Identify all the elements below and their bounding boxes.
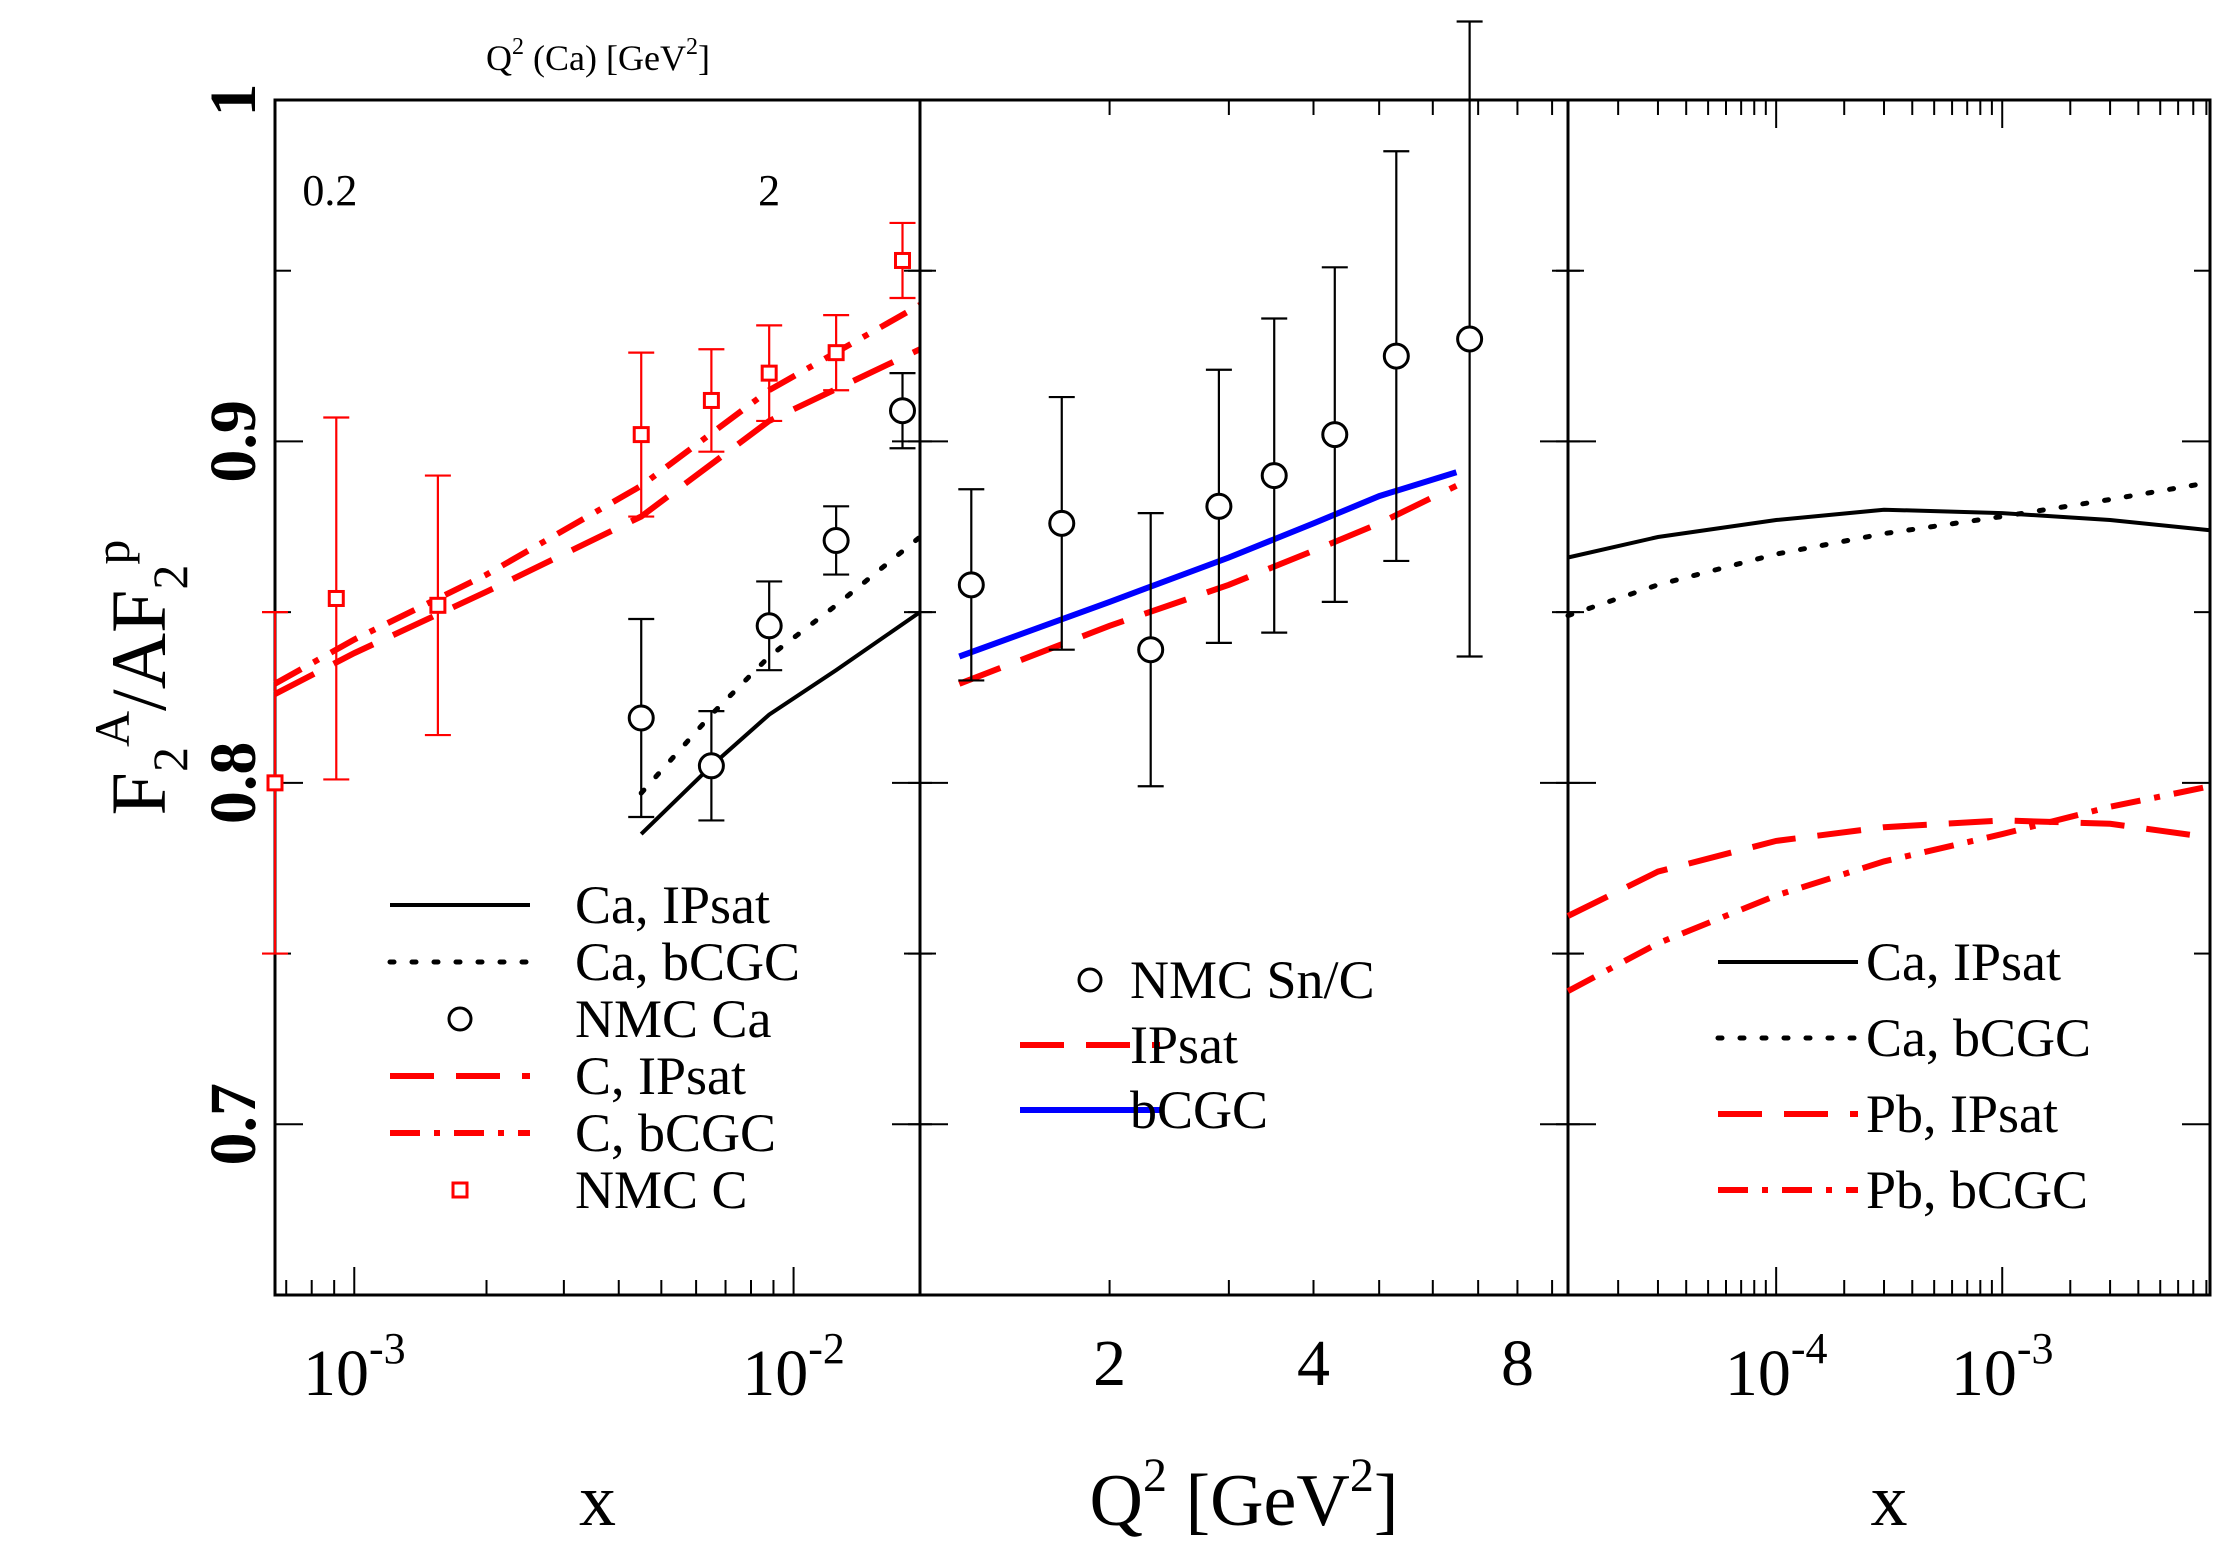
right-series-ca-bcgc	[1565, 479, 2213, 619]
left-y-tick-label: 0.9	[197, 400, 270, 483]
middle-legend-label: bCGC	[1130, 1080, 1268, 1140]
left-nmc-c-point	[429, 596, 447, 614]
middle-x-tick-label: 8	[1501, 1327, 1534, 1400]
middle-nmc-sn-c-point	[1382, 342, 1410, 370]
middle-series-ipsat	[958, 483, 1458, 687]
left-nmc-ca-point	[822, 526, 850, 554]
left-legend-sample	[451, 1181, 469, 1199]
left-nmc-c-point	[760, 364, 778, 382]
top-axis-tick-label: 0.2	[302, 166, 357, 215]
left-legend-label: Ca, IPsat	[575, 875, 770, 935]
left-series-ca-ipsat	[639, 610, 922, 836]
left-nmc-ca-point	[889, 397, 917, 425]
left-y-axis-label: F2A/AF2p	[84, 540, 198, 816]
left-legend-sample	[447, 1006, 473, 1032]
left-nmc-c-point	[827, 344, 845, 362]
middle-nmc-sn-c-point	[957, 571, 985, 599]
right-series-pb-bcgc	[1566, 783, 2211, 994]
left-nmc-c-point	[632, 426, 650, 444]
left-legend-label: C, bCGC	[575, 1103, 776, 1163]
middle-x-axis-label: Q2 [GeV2]	[1090, 1449, 1399, 1542]
left-series-ca-bcgc	[638, 534, 923, 796]
left-nmc-ca-point	[697, 752, 725, 780]
middle-nmc-sn-c-point	[1048, 509, 1076, 537]
middle-legend-sample	[1077, 967, 1103, 993]
left-legend-label: NMC C	[575, 1160, 748, 1220]
left-y-tick-label: 1	[197, 84, 270, 117]
left-nmc-ca-point	[755, 612, 783, 640]
right-series-ca-ipsat	[1567, 507, 2211, 560]
middle-nmc-sn-c-point	[1205, 492, 1233, 520]
left-y-tick-label: 0.7	[197, 1083, 270, 1166]
left-legend-label: NMC Ca	[575, 989, 772, 1049]
left-nmc-ca-point	[627, 704, 655, 732]
left-x-tick-label: 10-3	[303, 1324, 406, 1410]
middle-nmc-sn-c-point	[1260, 462, 1288, 490]
middle-series-bcgc	[958, 469, 1458, 660]
left-series-c-bcgc	[273, 302, 922, 687]
left-legend-label: Ca, bCGC	[575, 932, 800, 992]
right-legend-label: Pb, bCGC	[1866, 1160, 2088, 1220]
left-x-axis-label: x	[579, 1460, 616, 1542]
left-y-tick-label: 0.8	[197, 742, 270, 825]
left-series-c-ipsat	[273, 346, 922, 697]
middle-nmc-sn-c-point	[1321, 421, 1349, 449]
left-nmc-c-point	[894, 251, 912, 269]
right-legend-label: Pb, IPsat	[1866, 1084, 2058, 1144]
middle-x-tick-label: 4	[1297, 1327, 1330, 1400]
right-legend-label: Ca, bCGC	[1866, 1008, 2091, 1068]
top-axis-tick-label: 2	[758, 166, 780, 215]
top-axis-label: Q2 (Ca) [GeV2]	[486, 34, 710, 78]
middle-legend-label: IPsat	[1130, 1015, 1238, 1075]
middle-nmc-sn-c-point	[1456, 325, 1484, 353]
right-legend-label: Ca, IPsat	[1866, 932, 2061, 992]
right-x-axis-label: x	[1871, 1460, 1908, 1542]
right-series-pb-ipsat	[1566, 817, 2211, 919]
left-nmc-c-point	[266, 774, 284, 792]
left-x-tick-label: 10-2	[742, 1324, 845, 1410]
left-nmc-c-point	[702, 391, 720, 409]
middle-legend-label: NMC Sn/C	[1130, 950, 1375, 1010]
right-x-tick-label: 10-3	[1951, 1324, 2054, 1410]
right-x-tick-label: 10-4	[1725, 1324, 1828, 1410]
left-legend-label: C, IPsat	[575, 1046, 746, 1106]
middle-x-tick-label: 2	[1093, 1327, 1126, 1400]
right-plot-frame	[1566, 98, 2212, 1297]
middle-nmc-sn-c-point	[1137, 636, 1165, 664]
left-nmc-c-point	[327, 589, 345, 607]
